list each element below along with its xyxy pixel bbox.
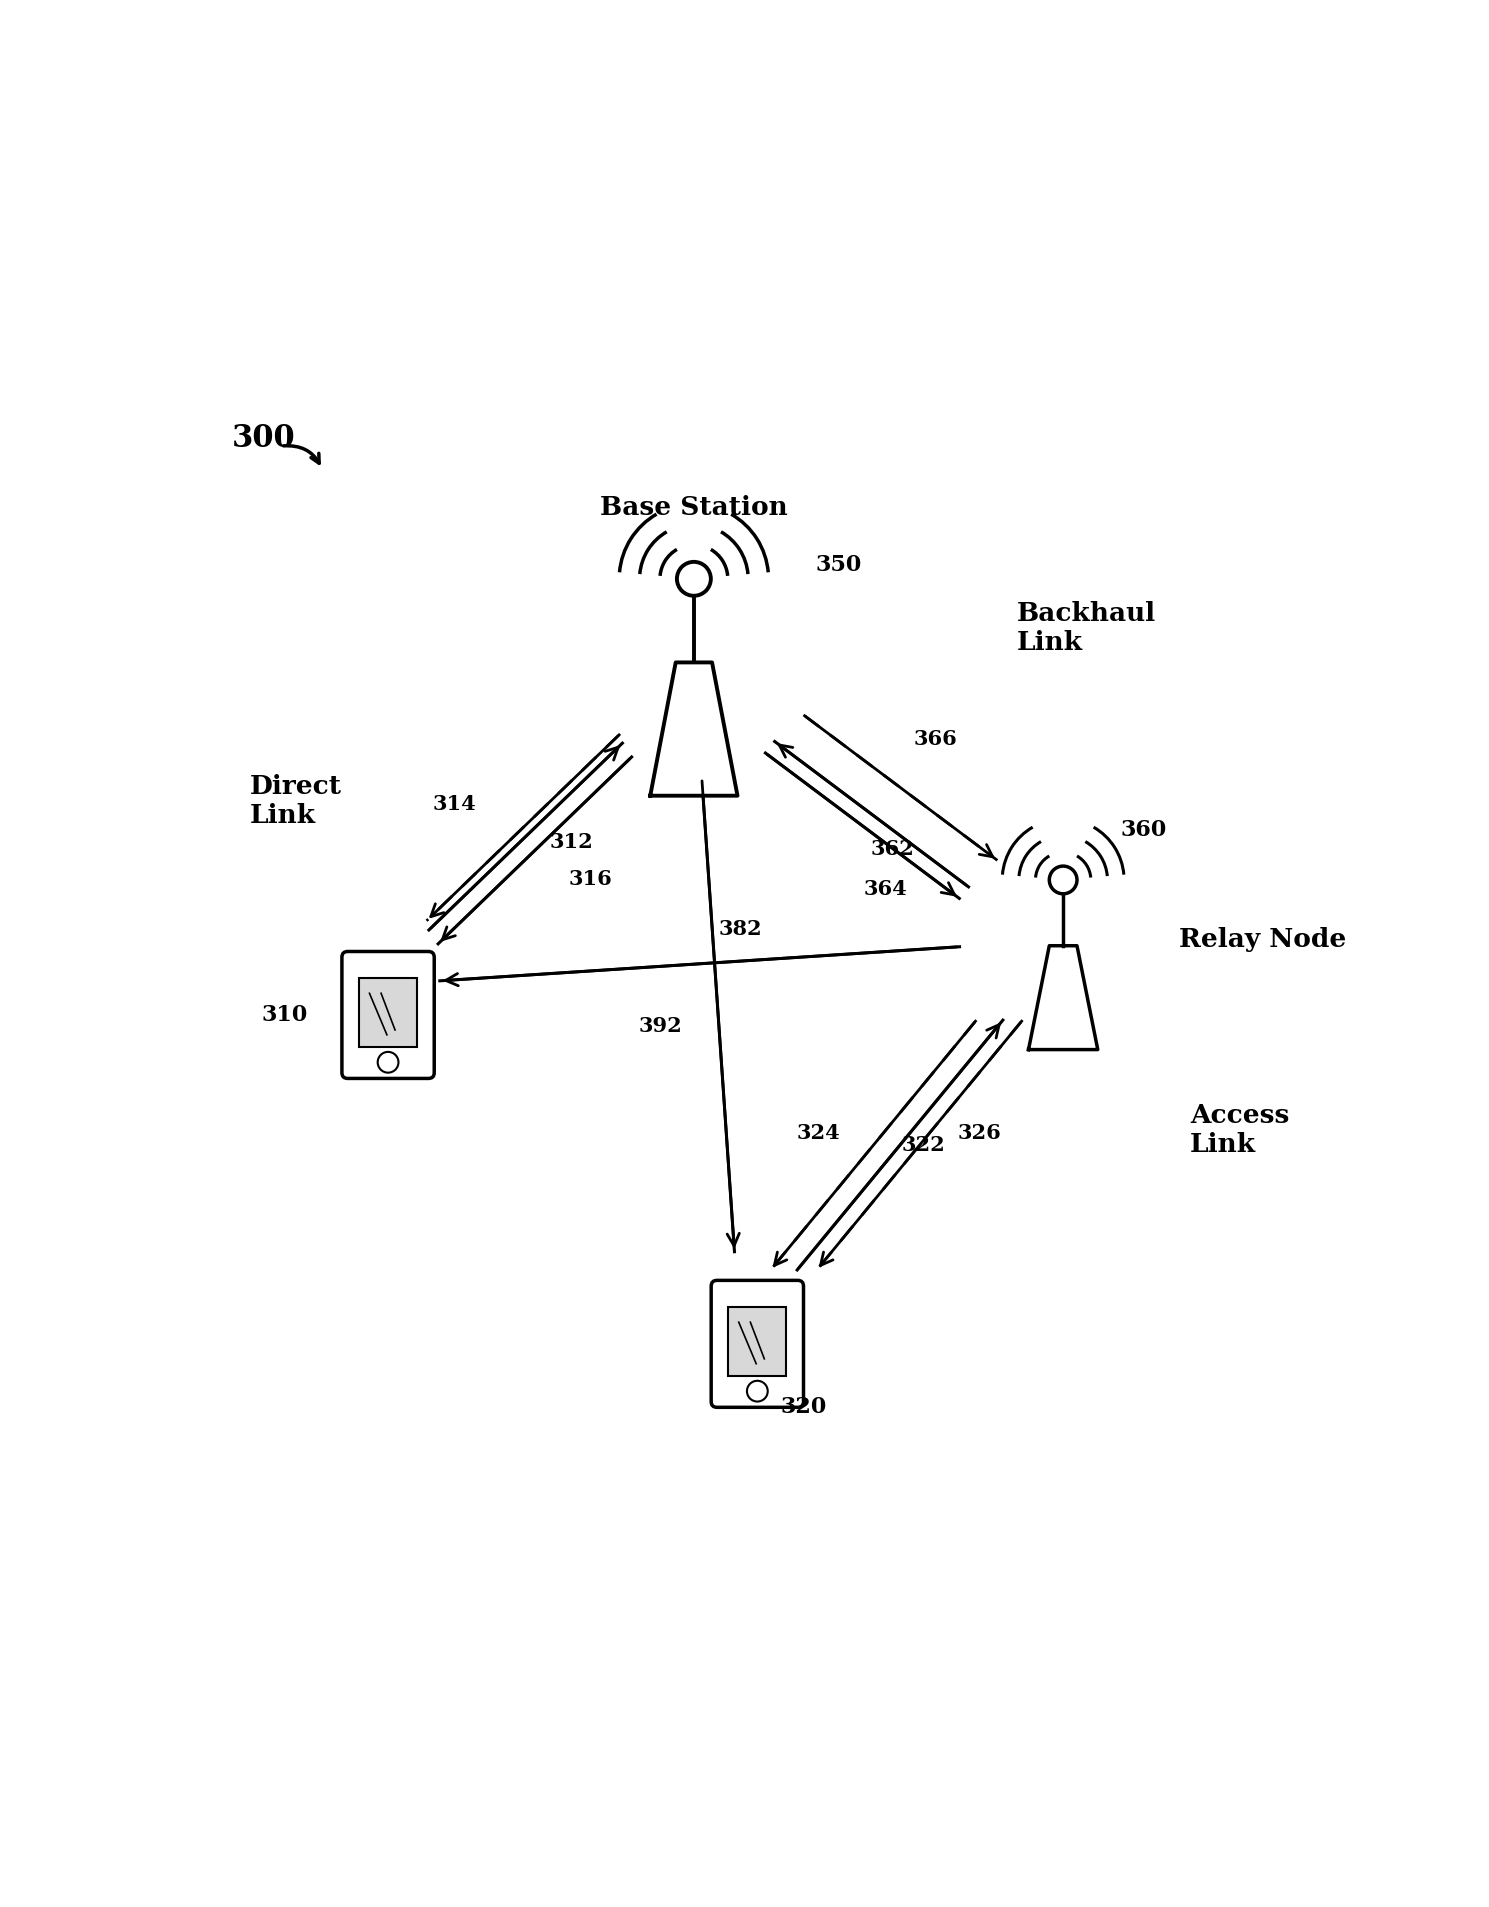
Text: 300: 300 [232, 423, 296, 454]
Text: Relay Node: Relay Node [1179, 927, 1346, 952]
Text: 382: 382 [718, 919, 762, 938]
Circle shape [677, 563, 710, 595]
Text: 364: 364 [864, 879, 907, 900]
Circle shape [1050, 866, 1077, 894]
Text: 360: 360 [1121, 820, 1167, 841]
FancyArrowPatch shape [283, 446, 319, 463]
Text: Access
Link: Access Link [1190, 1104, 1289, 1158]
Text: 366: 366 [913, 728, 957, 749]
Text: Base Station: Base Station [600, 494, 788, 521]
Text: 362: 362 [871, 839, 914, 858]
Text: Direct
Link: Direct Link [250, 774, 341, 828]
Text: 316: 316 [569, 870, 612, 889]
Bar [359, 978, 417, 1047]
Text: 314: 314 [432, 795, 476, 814]
Text: 322: 322 [901, 1135, 946, 1156]
Text: 392: 392 [639, 1016, 682, 1037]
Polygon shape [1029, 946, 1097, 1049]
Text: 312: 312 [549, 831, 594, 852]
Text: 326: 326 [957, 1123, 1002, 1144]
FancyBboxPatch shape [342, 952, 435, 1079]
Text: 320: 320 [780, 1396, 826, 1419]
FancyBboxPatch shape [712, 1280, 804, 1407]
Text: 324: 324 [797, 1123, 840, 1144]
Text: Backhaul
Link: Backhaul Link [1017, 601, 1155, 656]
Bar [728, 1306, 786, 1377]
Text: 350: 350 [814, 553, 861, 576]
Polygon shape [651, 662, 737, 795]
Text: 310: 310 [261, 1003, 307, 1026]
